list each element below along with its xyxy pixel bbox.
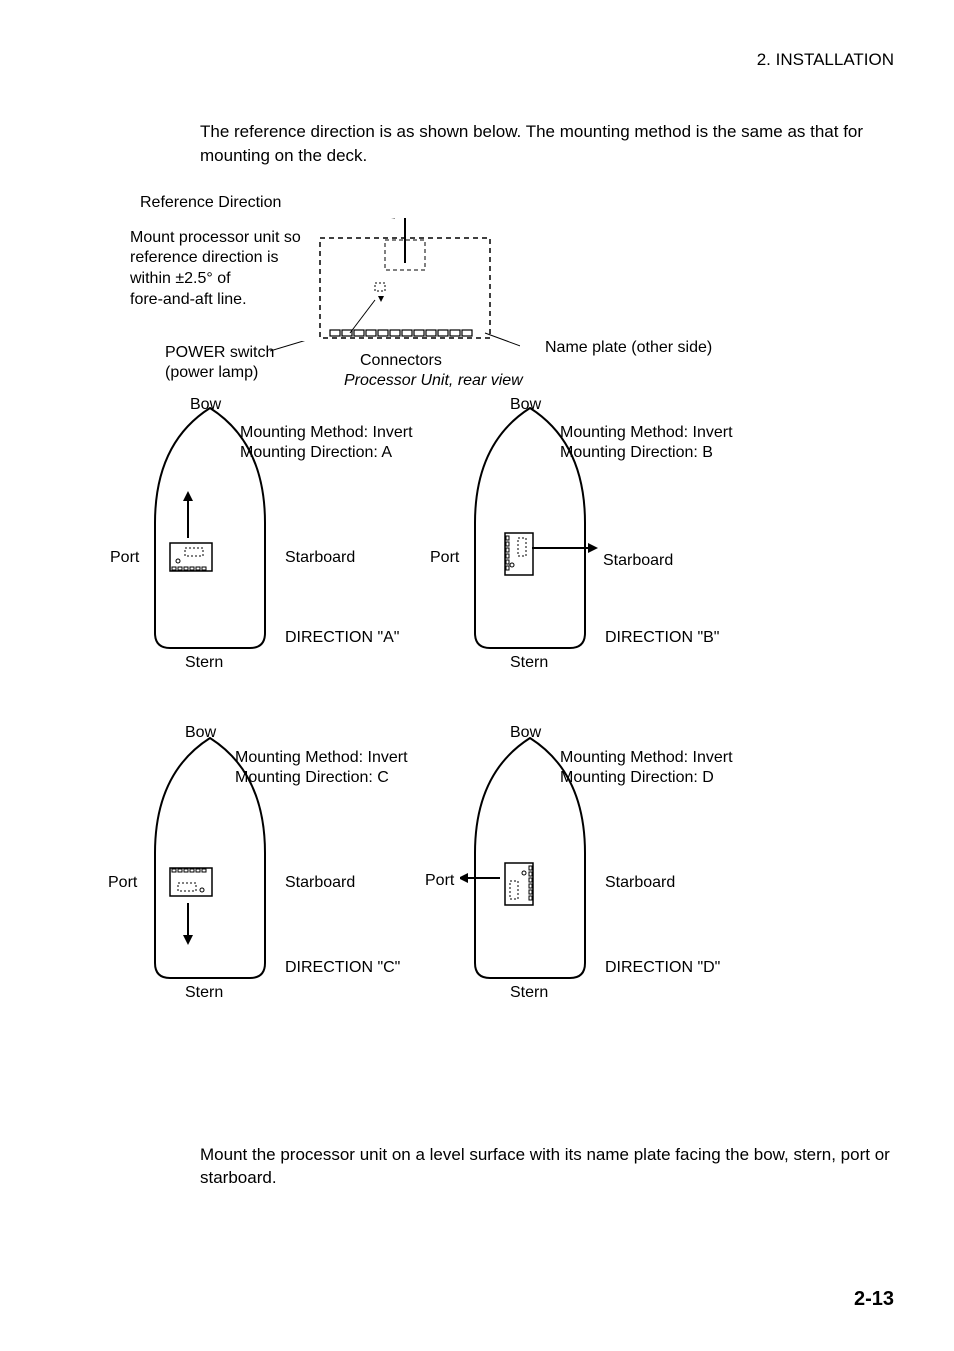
power-switch-line xyxy=(270,341,330,361)
boat-c-direction: DIRECTION "C" xyxy=(285,958,400,979)
boat-d-direction: DIRECTION "D" xyxy=(605,958,720,979)
power-switch-l2: (power lamp) xyxy=(165,364,258,381)
mount-instr-l3: within ±2.5° of xyxy=(130,270,231,287)
boat-d-method-l1: Mounting Method: Invert xyxy=(560,749,733,766)
power-switch-label: POWER switch (power lamp) xyxy=(165,343,274,385)
boat-d-bow: Bow xyxy=(510,723,541,744)
ref-direction-label: Reference Direction xyxy=(140,193,281,214)
page-number: 2-13 xyxy=(854,1288,894,1311)
section-header: 2. INSTALLATION xyxy=(60,50,894,70)
diagram-container: Reference Direction Mount processor unit… xyxy=(60,193,894,1113)
boat-b-port: Port xyxy=(430,548,459,569)
boat-b-stern: Stern xyxy=(510,653,548,674)
boat-a-bow: Bow xyxy=(190,395,221,416)
boat-c-method: Mounting Method: Invert Mounting Directi… xyxy=(235,748,408,790)
name-plate-label: Name plate (other side) xyxy=(545,338,712,359)
boat-c-starboard: Starboard xyxy=(285,873,355,894)
boat-a-method-l2: Mounting Direction: A xyxy=(240,444,392,461)
boat-b-method: Mounting Method: Invert Mounting Directi… xyxy=(560,423,733,465)
footer-paragraph: Mount the processor unit on a level surf… xyxy=(200,1143,894,1191)
boat-a-direction: DIRECTION "A" xyxy=(285,628,399,649)
boat-c-method-l2: Mounting Direction: C xyxy=(235,769,389,786)
boat-b-direction: DIRECTION "B" xyxy=(605,628,719,649)
mount-instr-l1: Mount processor unit so xyxy=(130,229,301,246)
boat-c-stern: Stern xyxy=(185,983,223,1004)
boat-d-port: Port xyxy=(425,871,454,892)
boat-b-starboard: Starboard xyxy=(603,551,673,572)
boat-d-stern: Stern xyxy=(510,983,548,1004)
boat-b-method-l2: Mounting Direction: B xyxy=(560,444,713,461)
boat-a-method: Mounting Method: Invert Mounting Directi… xyxy=(240,423,413,465)
intro-paragraph: The reference direction is as shown belo… xyxy=(200,120,894,168)
boat-a-starboard: Starboard xyxy=(285,548,355,569)
boat-d-method: Mounting Method: Invert Mounting Directi… xyxy=(560,748,733,790)
boat-c-method-l1: Mounting Method: Invert xyxy=(235,749,408,766)
mount-instr-l4: fore-and-aft line. xyxy=(130,291,247,308)
processor-caption: Processor Unit, rear view xyxy=(344,371,523,392)
boat-b-bow: Bow xyxy=(510,395,541,416)
boat-c-bow: Bow xyxy=(185,723,216,744)
boat-c-port: Port xyxy=(108,873,137,894)
boat-a-port: Port xyxy=(110,548,139,569)
boat-a-method-l1: Mounting Method: Invert xyxy=(240,424,413,441)
connectors-label: Connectors xyxy=(360,351,442,372)
power-switch-l1: POWER switch xyxy=(165,344,274,361)
boat-d-method-l2: Mounting Direction: D xyxy=(560,769,714,786)
boat-d-starboard: Starboard xyxy=(605,873,675,894)
boat-b-method-l1: Mounting Method: Invert xyxy=(560,424,733,441)
mount-instr-l2: reference direction is xyxy=(130,249,279,266)
mount-instruction: Mount processor unit so reference direct… xyxy=(130,228,301,311)
processor-unit-diagram xyxy=(300,218,520,368)
boat-a-stern: Stern xyxy=(185,653,223,674)
